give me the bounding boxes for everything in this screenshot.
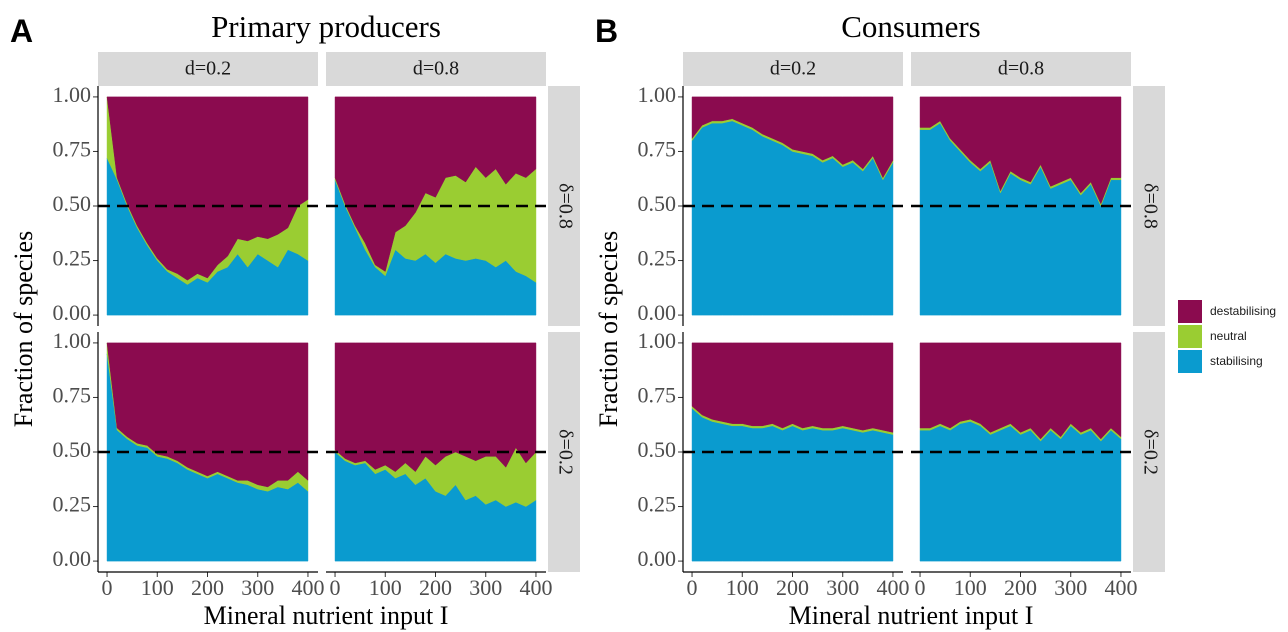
y-tick-label: 0.25 — [53, 492, 92, 517]
legend-label: neutral — [1210, 329, 1247, 343]
legend-key — [1178, 325, 1202, 348]
y-axis-title: Fraction of species — [594, 231, 623, 427]
strip — [1133, 86, 1165, 326]
column-strip-label: d=0.2 — [185, 58, 231, 80]
area — [919, 342, 1122, 440]
row-strip-label: δ=0.2 — [554, 429, 576, 475]
y-tick-label: 1.00 — [638, 328, 677, 353]
x-tick-label: 400 — [876, 575, 909, 600]
panel-title: Consumers — [841, 9, 981, 44]
y-tick-label: 0.25 — [53, 246, 92, 271]
y-tick-label: 0.25 — [638, 492, 677, 517]
legend-label: stabilising — [1210, 354, 1263, 368]
panel-title: Primary producers — [211, 9, 441, 44]
x-axis-title: Mineral nutrient input I — [204, 601, 449, 630]
column-strip-label: d=0.8 — [998, 58, 1044, 80]
y-tick-label: 0.00 — [53, 300, 92, 325]
strip — [98, 52, 318, 86]
x-tick-label: 0 — [915, 575, 926, 600]
x-tick-label: 100 — [954, 575, 987, 600]
strip — [326, 52, 546, 86]
y-tick-label: 0.50 — [53, 437, 92, 462]
x-tick-label: 400 — [519, 575, 552, 600]
row-strip-label: δ=0.8 — [554, 183, 576, 229]
row-strip-label: δ=0.8 — [1139, 183, 1161, 229]
column-strip-label: d=0.8 — [413, 58, 459, 80]
x-tick-label: 100 — [141, 575, 174, 600]
area — [106, 96, 309, 281]
x-tick-label: 400 — [1104, 575, 1137, 600]
strip — [1133, 332, 1165, 572]
y-axis-title: Fraction of species — [9, 231, 38, 427]
x-tick-label: 0 — [330, 575, 341, 600]
x-tick-label: 300 — [241, 575, 274, 600]
y-tick-label: 0.50 — [53, 191, 92, 216]
y-tick-label: 0.75 — [638, 137, 677, 162]
y-tick-label: 0.00 — [53, 546, 92, 571]
x-tick-label: 300 — [1054, 575, 1087, 600]
area — [691, 342, 894, 433]
y-tick-label: 0.75 — [53, 383, 92, 408]
strip — [683, 52, 903, 86]
y-tick-label: 0.75 — [638, 383, 677, 408]
y-tick-label: 1.00 — [53, 82, 92, 107]
y-tick-label: 0.75 — [53, 137, 92, 162]
y-tick-label: 1.00 — [53, 328, 92, 353]
row-strip-label: δ=0.2 — [1139, 429, 1161, 475]
area — [691, 96, 894, 179]
legend-key — [1178, 350, 1202, 373]
panel-label: A — [10, 13, 33, 49]
x-tick-label: 0 — [102, 575, 113, 600]
y-tick-label: 0.00 — [638, 300, 677, 325]
panel-label: B — [595, 13, 618, 49]
x-tick-label: 300 — [826, 575, 859, 600]
x-tick-label: 200 — [191, 575, 224, 600]
column-strip-label: d=0.2 — [770, 58, 816, 80]
strip — [911, 52, 1131, 86]
y-tick-label: 0.50 — [638, 191, 677, 216]
x-tick-label: 200 — [776, 575, 809, 600]
y-tick-label: 0.00 — [638, 546, 677, 571]
x-tick-label: 100 — [369, 575, 402, 600]
x-tick-label: 200 — [1004, 575, 1037, 600]
y-tick-label: 0.25 — [638, 246, 677, 271]
legend-key — [1178, 300, 1202, 323]
x-tick-label: 400 — [291, 575, 324, 600]
strip — [548, 86, 580, 326]
x-tick-label: 300 — [469, 575, 502, 600]
area — [919, 96, 1122, 205]
y-tick-label: 0.50 — [638, 437, 677, 462]
area — [334, 96, 537, 272]
x-tick-label: 200 — [419, 575, 452, 600]
y-tick-label: 1.00 — [638, 82, 677, 107]
area — [919, 421, 1122, 562]
x-axis-title: Mineral nutrient input I — [789, 601, 1034, 630]
x-tick-label: 0 — [687, 575, 698, 600]
strip — [548, 332, 580, 572]
legend-label: destabilising — [1210, 304, 1276, 318]
x-tick-label: 100 — [726, 575, 759, 600]
